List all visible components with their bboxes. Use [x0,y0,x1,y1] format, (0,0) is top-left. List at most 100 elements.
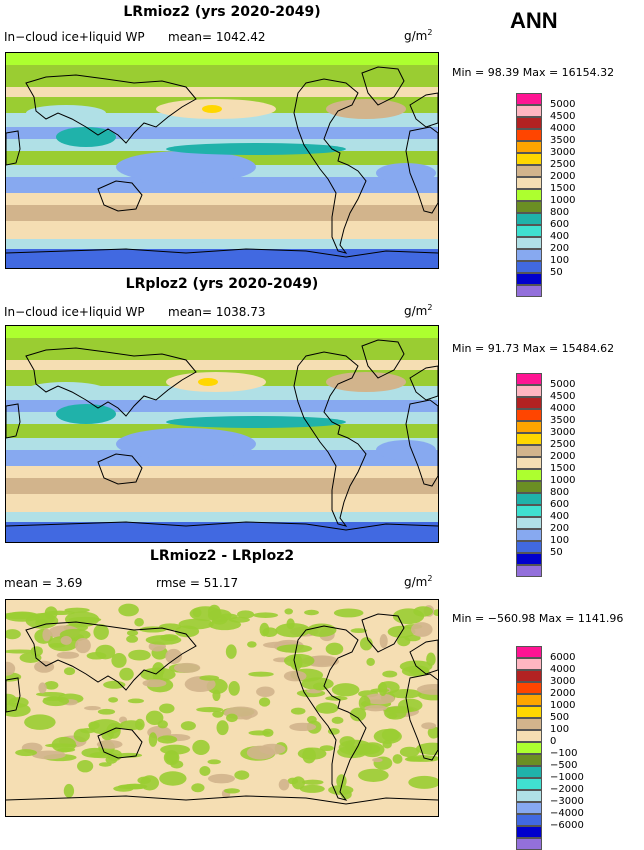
colorbar-label: −2000 [550,784,584,795]
colorbar-label: 3500 [550,135,576,146]
panel-lrmioz2: LRmioz2 (yrs 2020-2049) In−cloud ice+liq… [0,0,644,297]
colorbar-swatch [516,457,542,469]
map-plot [5,52,439,269]
colorbar-swatch [516,397,542,409]
colorbar-swatch [516,742,542,754]
variable-label: In−cloud ice+liquid WP [4,305,145,319]
colorbar-label: −3000 [550,796,584,807]
colorbar-swatch [516,373,542,385]
colorbar-label: 400 [550,231,570,242]
colorbar-label: 600 [550,499,570,510]
colorbar-label: 600 [550,219,570,230]
colorbar-swatch [516,261,542,273]
colorbar-swatch [516,541,542,553]
colorbar-swatch [516,93,542,105]
colorbar-swatch [516,105,542,117]
units-label: g/m2 [404,574,433,589]
map-plot [5,325,439,543]
colorbar-label: 2500 [550,159,576,170]
colorbar-swatch [516,177,542,189]
colorbar-swatch [516,682,542,694]
colorbar-swatch [516,706,542,718]
colorbar-swatch [516,189,542,201]
min-max-label: Min = −560.98 Max = 1141.96 [452,612,624,625]
colorbar-swatch [516,237,542,249]
colorbar-swatch [516,225,542,237]
colorbar-label: 1000 [550,700,576,711]
season-label: ANN [510,8,558,33]
colorbar-swatch [516,814,542,826]
colorbar-label: 4500 [550,391,576,402]
colorbar-swatch [516,385,542,397]
colorbar-label: 3000 [550,427,576,438]
colorbar-label: 2000 [550,688,576,699]
colorbar-label: 400 [550,511,570,522]
colorbar-swatch [516,445,542,457]
colorbar-label: 200 [550,523,570,534]
colorbar-label: 500 [550,712,570,723]
colorbar-label: 3500 [550,415,576,426]
colorbar-label: 5000 [550,99,576,110]
panel-title: LRmioz2 (yrs 2020-2049) [123,4,321,20]
variable-label: In−cloud ice+liquid WP [4,30,145,44]
colorbar-label: 3000 [550,147,576,158]
colorbar-label: 800 [550,487,570,498]
colorbar-label: −1000 [550,772,584,783]
colorbar-swatch [516,213,542,225]
colorbar-swatch [516,285,542,297]
colorbar-swatch [516,273,542,285]
colorbar-swatch [516,493,542,505]
colorbar-swatch [516,421,542,433]
colorbar-swatch [516,129,542,141]
min-max-label: Min = 98.39 Max = 16154.32 [452,66,615,79]
colorbar-label: 5000 [550,379,576,390]
colorbar-label: 4000 [550,664,576,675]
colorbar-swatch [516,481,542,493]
colorbar-label: −4000 [550,808,584,819]
map-plot [5,599,439,817]
colorbar-label: 2000 [550,171,576,182]
colorbar-label: 4000 [550,123,576,134]
panel-title: LRploz2 (yrs 2020-2049) [125,276,319,292]
colorbar-swatch [516,409,542,421]
colorbar-swatch [516,565,542,577]
colorbar-swatch [516,469,542,481]
panel-lrploz2: LRploz2 (yrs 2020-2049) In−cloud ice+liq… [0,272,644,577]
colorbar-label: 800 [550,207,570,218]
colorbar-swatch [516,778,542,790]
colorbar-swatch [516,718,542,730]
colorbar-label: 4000 [550,403,576,414]
colorbar-label: −6000 [550,820,584,831]
colorbar-swatch [516,826,542,838]
panel-difference: LRmioz2 - LRploz2 mean = 3.69 rmse = 51.… [0,546,644,850]
colorbar-swatch [516,838,542,850]
colorbar-label: 100 [550,255,570,266]
colorbar-swatch [516,201,542,213]
colorbar-label: 0 [550,736,557,747]
colorbar-label: 100 [550,724,570,735]
colorbar-label: 3000 [550,676,576,687]
colorbar-label: 6000 [550,652,576,663]
colorbar-label: −100 [550,748,578,759]
colorbar-swatch [516,802,542,814]
rmse-label: rmse = 51.17 [156,576,239,590]
colorbar-swatch [516,165,542,177]
colorbar-swatch [516,117,542,129]
colorbar-swatch [516,658,542,670]
colorbar-swatch [516,766,542,778]
colorbar-label: 1500 [550,183,576,194]
mean-label: mean = 3.69 [4,576,83,590]
colorbar-swatch [516,730,542,742]
colorbar-swatch [516,517,542,529]
colorbar-swatch [516,529,542,541]
colorbar-swatch [516,433,542,445]
colorbar-label: 1000 [550,195,576,206]
colorbar-label: 50 [550,547,563,558]
min-max-label: Min = 91.73 Max = 15484.62 [452,342,615,355]
colorbar-swatch [516,670,542,682]
colorbar-swatch [516,249,542,261]
units-label: g/m2 [404,28,433,43]
mean-label: mean= 1038.73 [168,305,266,319]
colorbar-label: 100 [550,535,570,546]
panel-title: LRmioz2 - LRploz2 [149,548,295,564]
